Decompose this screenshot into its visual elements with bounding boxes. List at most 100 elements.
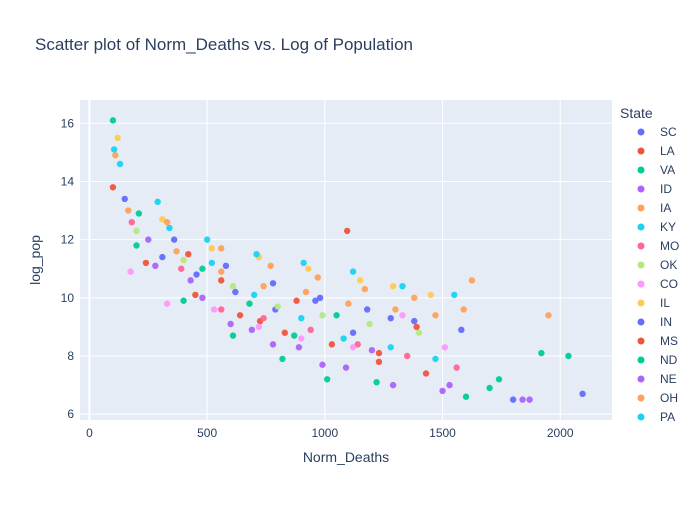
scatter-point — [293, 297, 300, 304]
y-tick-label: 16 — [61, 116, 75, 130]
scatter-point — [312, 297, 319, 304]
plot-background — [80, 100, 612, 420]
scatter-point — [354, 341, 361, 348]
scatter-point — [229, 332, 237, 339]
scatter-point — [363, 306, 371, 313]
scatter-point — [349, 344, 357, 351]
scatter-point — [495, 376, 503, 383]
y-axis-ticks: 6 8 10 12 14 16 — [61, 116, 75, 421]
scatter-point — [519, 396, 526, 403]
legend-item[interactable]: OK — [637, 258, 678, 272]
scatter-point — [250, 291, 258, 299]
scatter-point — [468, 277, 476, 284]
legend-item[interactable]: MO — [637, 239, 680, 253]
scatter-point — [260, 282, 267, 290]
legend-label: IA — [660, 201, 671, 215]
scatter-point — [333, 312, 340, 319]
scatter-point — [193, 271, 200, 278]
legend-label: PA — [660, 410, 675, 424]
legend-item[interactable]: IN — [637, 315, 673, 329]
chart-title: Scatter plot of Norm_Deaths vs. Log of P… — [35, 35, 413, 54]
y-tick-label: 14 — [61, 174, 75, 188]
scatter-point — [178, 265, 185, 272]
legend-item[interactable]: OH — [637, 391, 679, 405]
scatter-point — [545, 312, 552, 319]
legend-item[interactable]: ID — [637, 182, 673, 196]
y-tick-label: 10 — [61, 291, 75, 305]
legend-item[interactable]: IA — [637, 201, 672, 215]
scatter-point — [319, 361, 326, 368]
scatter-point — [125, 207, 132, 214]
legend-label: ND — [660, 353, 678, 367]
legend-label: KY — [660, 220, 676, 234]
legend-item[interactable]: VA — [637, 163, 676, 177]
legend-item[interactable]: ND — [637, 353, 678, 367]
scatter-point — [314, 274, 321, 281]
scatter-point — [255, 323, 263, 331]
scatter-point — [208, 245, 216, 252]
legend-item[interactable]: LA — [637, 144, 675, 158]
scatter-point — [274, 303, 281, 310]
scatter-point — [267, 262, 274, 270]
scatter-point — [291, 332, 298, 339]
scatter-point — [399, 312, 406, 319]
legend-label: MS — [660, 334, 678, 348]
scatter-point — [415, 329, 423, 336]
scatter-point — [413, 323, 420, 331]
legend-item[interactable]: CO — [637, 277, 679, 291]
scatter-point — [316, 294, 324, 302]
legend-marker — [637, 375, 645, 383]
scatter-point — [114, 134, 121, 142]
scatter-point — [302, 288, 310, 296]
scatter-point — [127, 268, 134, 275]
scatter-point — [579, 390, 586, 398]
scatter-point — [180, 297, 187, 304]
legend[interactable]: State SC LA VA ID IA KY MO OK CO IL IN MS ND NE OH PA — [620, 105, 679, 424]
legend-marker — [637, 147, 645, 155]
scatter-point — [173, 248, 180, 255]
scatter-point — [208, 259, 216, 267]
y-axis-title: log_pop — [27, 235, 43, 285]
legend-item[interactable]: KY — [637, 220, 677, 234]
legend-label: VA — [660, 163, 675, 177]
scatter-point — [462, 393, 470, 400]
legend-item[interactable]: SC — [637, 125, 678, 139]
legend-item[interactable]: NE — [637, 372, 677, 386]
scatter-point — [133, 227, 140, 235]
scatter-point — [565, 352, 572, 360]
scatter-point — [375, 358, 383, 366]
y-tick-label: 12 — [61, 233, 75, 247]
scatter-point — [509, 396, 517, 403]
legend-label: OH — [660, 391, 678, 405]
legend-marker — [637, 185, 645, 193]
scatter-point — [133, 242, 140, 249]
scatter-point — [422, 370, 430, 377]
legend-marker — [637, 223, 645, 231]
legend-item[interactable]: PA — [637, 410, 676, 424]
scatter-point — [109, 117, 117, 124]
scatter-point — [349, 329, 357, 336]
scatter-point — [248, 326, 256, 334]
scatter-point — [109, 184, 117, 191]
scatter-point — [345, 300, 352, 307]
legend-label: MO — [660, 239, 679, 253]
scatter-point — [218, 277, 225, 284]
scatter-point — [342, 364, 350, 371]
legend-label: NE — [660, 372, 677, 386]
legend-marker — [637, 261, 645, 269]
scatter-point — [246, 300, 253, 307]
scatter-point — [236, 312, 244, 319]
scatter-point — [300, 259, 307, 267]
scatter-point — [458, 326, 465, 334]
scatter-point — [432, 355, 439, 363]
scatter-point — [411, 317, 418, 325]
scatter-point — [366, 320, 373, 328]
scatter-point — [135, 210, 143, 217]
scatter-point — [269, 341, 277, 348]
scatter-point — [121, 195, 128, 203]
legend-item[interactable]: IL — [637, 296, 671, 310]
scatter-point — [328, 341, 336, 348]
legend-item[interactable]: MS — [637, 334, 679, 348]
legend-label: IN — [660, 315, 672, 329]
